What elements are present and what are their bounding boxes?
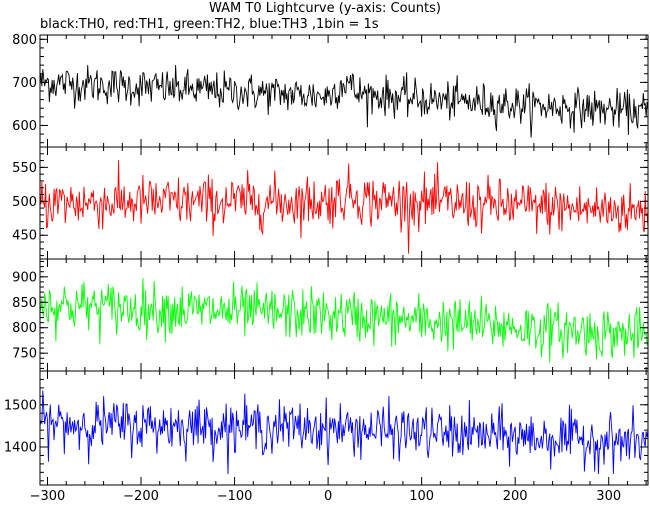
y-tick-label: 500	[12, 195, 37, 210]
x-tick-label: −200	[123, 489, 159, 504]
panel-frame-TH3	[39, 370, 649, 486]
y-tick-label: 850	[12, 296, 37, 311]
y-tick-label: 1400	[4, 441, 37, 456]
y-tick-label: 800	[12, 321, 37, 336]
y-tick-label: 600	[12, 119, 37, 134]
x-tick-label: 0	[324, 489, 332, 504]
y-tick-label: 450	[12, 229, 37, 244]
y-tick-label: 700	[12, 76, 37, 91]
series-TH2	[40, 277, 648, 363]
panel-frame-TH0	[39, 34, 649, 148]
chart-subtitle: black:TH0, red:TH1, green:TH2, blue:TH3 …	[40, 17, 379, 32]
y-tick-label: 1500	[4, 398, 37, 413]
y-tick-label: 750	[12, 347, 37, 362]
y-tick-label: 800	[12, 33, 37, 48]
x-tick-label: −300	[30, 489, 66, 504]
series-TH3	[40, 390, 648, 475]
series-TH0	[40, 64, 648, 138]
chart-title: WAM T0 Lightcurve (y-axis: Counts)	[209, 1, 441, 16]
series-TH1	[40, 160, 648, 254]
y-tick-label: 550	[12, 161, 37, 176]
x-tick-label: 100	[409, 489, 434, 504]
x-tick-label: −100	[217, 489, 253, 504]
x-tick-label: 300	[596, 489, 621, 504]
y-tick-label: 900	[12, 270, 37, 285]
x-tick-label: 200	[503, 489, 528, 504]
